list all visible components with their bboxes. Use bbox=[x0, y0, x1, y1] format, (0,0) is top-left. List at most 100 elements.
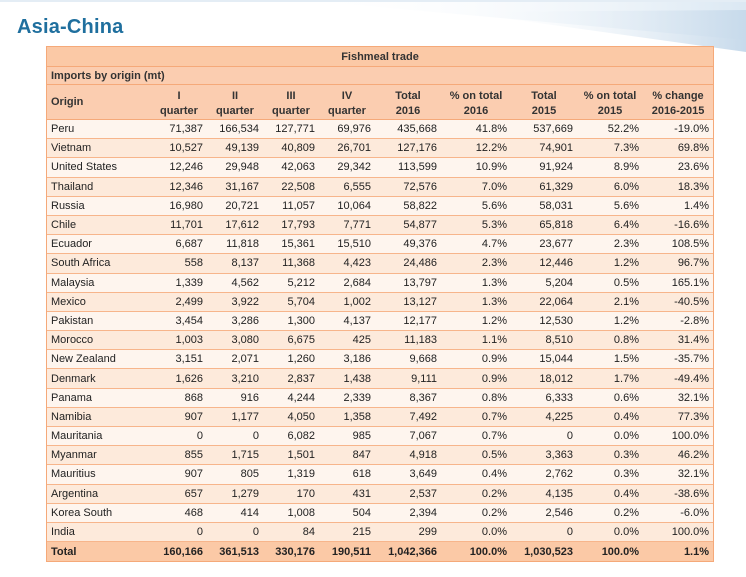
value-cell: 0.4% bbox=[577, 484, 643, 504]
origin-cell: Pakistan bbox=[47, 311, 151, 332]
value-cell: 299 bbox=[375, 522, 441, 543]
value-cell: 77.3% bbox=[643, 407, 714, 428]
value-cell: 3,210 bbox=[207, 368, 263, 389]
table-row: Peru 71,387 166,534 127,771 69,976 435,668 41.… bbox=[47, 119, 714, 140]
table-caption-row: Fishmeal trade bbox=[47, 47, 714, 67]
origin-cell: South Africa bbox=[47, 253, 151, 274]
value-cell: 805 bbox=[207, 464, 263, 485]
table-row: Myanmar 855 1,715 1,501 847 4,918 0.5% 3,363 0.3… bbox=[47, 445, 714, 466]
value-cell: 1.2% bbox=[577, 311, 643, 332]
value-cell: 7.0% bbox=[441, 177, 511, 197]
table-row: Ecuador 6,687 11,818 15,361 15,510 49,376 4.7%… bbox=[47, 234, 714, 255]
value-cell: 4,244 bbox=[263, 388, 319, 408]
value-cell: 0 bbox=[151, 522, 207, 543]
value-cell: 215 bbox=[319, 522, 375, 543]
value-cell: 4,562 bbox=[207, 273, 263, 293]
value-cell: 0.7% bbox=[441, 426, 511, 447]
value-cell: 32.1% bbox=[643, 464, 714, 485]
value-cell: 7.3% bbox=[577, 138, 643, 159]
table-subcaption: Imports by origin (mt) bbox=[47, 66, 714, 85]
value-cell: 16,980 bbox=[151, 196, 207, 216]
value-cell: 1,279 bbox=[207, 484, 263, 504]
value-cell: 15,361 bbox=[263, 234, 319, 255]
value-cell: 5,704 bbox=[263, 292, 319, 312]
value-cell: 10,527 bbox=[151, 138, 207, 159]
value-cell: 84 bbox=[263, 522, 319, 543]
origin-cell: Malaysia bbox=[47, 273, 151, 293]
value-cell: 5,212 bbox=[263, 273, 319, 293]
value-cell: 537,669 bbox=[511, 119, 577, 140]
value-cell: 0.0% bbox=[577, 522, 643, 543]
origin-cell: New Zealand bbox=[47, 349, 151, 370]
value-cell: 7,492 bbox=[375, 407, 441, 428]
value-cell: 29,342 bbox=[319, 157, 375, 178]
value-cell: 12,530 bbox=[511, 311, 577, 332]
total-value-cell: 100.0% bbox=[577, 541, 643, 562]
value-cell: 0.5% bbox=[577, 273, 643, 293]
value-cell: 6,082 bbox=[263, 426, 319, 447]
value-cell: 1.2% bbox=[577, 253, 643, 274]
value-cell: 11,057 bbox=[263, 196, 319, 216]
value-cell: 0 bbox=[151, 426, 207, 447]
column-header-line1: I bbox=[177, 90, 181, 102]
value-cell: 12,346 bbox=[151, 177, 207, 197]
fishmeal-trade-table-container: Fishmeal trade Imports by origin (mt) Or… bbox=[46, 46, 714, 563]
column-header-line2: quarter bbox=[160, 105, 198, 117]
column-header-line2: 2016-2015 bbox=[651, 105, 705, 117]
column-header-line1: Total bbox=[531, 90, 557, 102]
value-cell: 71,387 bbox=[151, 119, 207, 140]
value-cell: 11,818 bbox=[207, 234, 263, 255]
value-cell: 54,877 bbox=[375, 215, 441, 236]
value-cell: 4,918 bbox=[375, 445, 441, 466]
origin-cell: Denmark bbox=[47, 368, 151, 389]
value-cell: 12,446 bbox=[511, 253, 577, 274]
origin-cell: Mauritania bbox=[47, 426, 151, 447]
table-row: United States 12,246 29,948 42,063 29,342 113… bbox=[47, 157, 714, 178]
page-title: Asia-China bbox=[17, 16, 124, 38]
value-cell: 2,071 bbox=[207, 349, 263, 370]
value-cell: 7,771 bbox=[319, 215, 375, 236]
value-cell: 108.5% bbox=[643, 234, 714, 255]
value-cell: 0.4% bbox=[441, 464, 511, 485]
column-header-origin: Origin bbox=[47, 84, 151, 120]
value-cell: 166,534 bbox=[207, 119, 263, 140]
column-header-line1: Origin bbox=[51, 95, 84, 108]
value-cell: 3,922 bbox=[207, 292, 263, 312]
value-cell: 2.3% bbox=[441, 253, 511, 274]
value-cell: 91,924 bbox=[511, 157, 577, 178]
value-cell: 868 bbox=[151, 388, 207, 408]
table-row: Russia 16,980 20,721 11,057 10,064 58,822 5.6%… bbox=[47, 196, 714, 216]
value-cell: 847 bbox=[319, 445, 375, 466]
value-cell: 3,454 bbox=[151, 311, 207, 332]
value-cell: -35.7% bbox=[643, 349, 714, 370]
origin-cell: Panama bbox=[47, 388, 151, 408]
value-cell: 4,423 bbox=[319, 253, 375, 274]
column-header: % change 2016-2015 bbox=[643, 84, 714, 120]
value-cell: 11,183 bbox=[375, 330, 441, 351]
value-cell: 468 bbox=[151, 503, 207, 523]
table-row: Korea South 468 414 1,008 504 2,394 0.2% 2,546 0… bbox=[47, 503, 714, 523]
value-cell: 165.1% bbox=[643, 273, 714, 293]
column-header: III quarter bbox=[263, 84, 319, 120]
value-cell: -38.6% bbox=[643, 484, 714, 504]
value-cell: 8,367 bbox=[375, 388, 441, 408]
value-cell: 1.3% bbox=[441, 292, 511, 312]
value-cell: 6.4% bbox=[577, 215, 643, 236]
column-header-line2: quarter bbox=[328, 105, 366, 117]
table-caption: Fishmeal trade bbox=[47, 47, 714, 67]
value-cell: 3,151 bbox=[151, 349, 207, 370]
value-cell: 12,246 bbox=[151, 157, 207, 178]
value-cell: 6.0% bbox=[577, 177, 643, 197]
value-cell: 504 bbox=[319, 503, 375, 523]
value-cell: 1.2% bbox=[441, 311, 511, 332]
value-cell: 49,376 bbox=[375, 234, 441, 255]
column-header-line2: quarter bbox=[216, 105, 254, 117]
value-cell: 2,394 bbox=[375, 503, 441, 523]
value-cell: 10,064 bbox=[319, 196, 375, 216]
table-row: New Zealand 3,151 2,071 1,260 3,186 9,668 0.9%… bbox=[47, 349, 714, 370]
value-cell: 4,225 bbox=[511, 407, 577, 428]
value-cell: -19.0% bbox=[643, 119, 714, 140]
value-cell: 1,339 bbox=[151, 273, 207, 293]
origin-cell: Korea South bbox=[47, 503, 151, 523]
total-value-cell: 190,511 bbox=[319, 541, 375, 562]
